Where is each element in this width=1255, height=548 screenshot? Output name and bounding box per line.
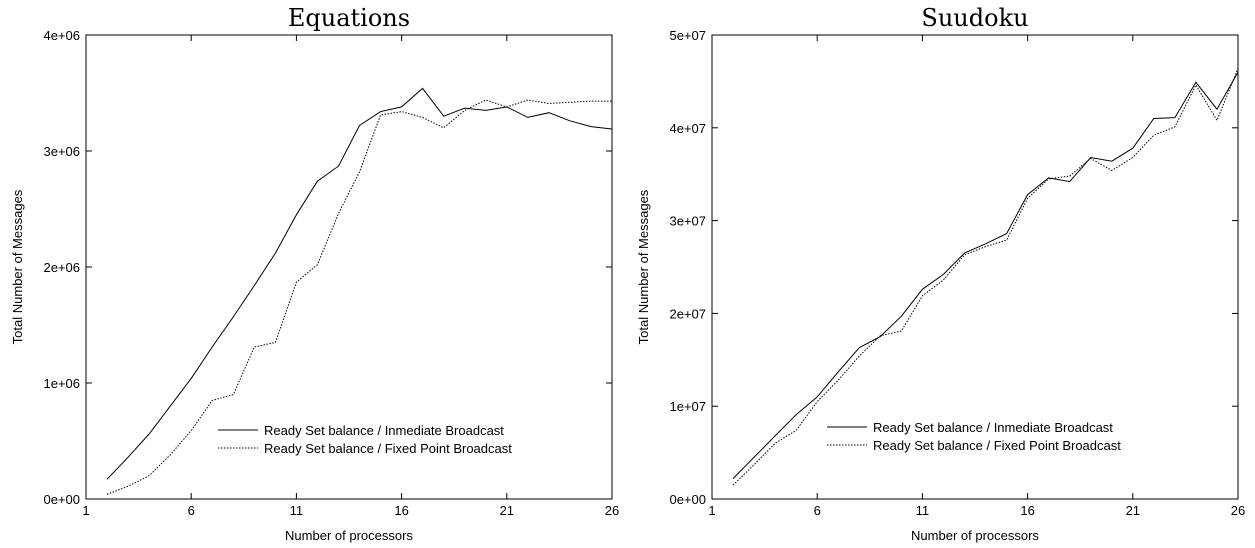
- legend-entry: Ready Set balance / Inmediate Broadcast: [873, 420, 1113, 435]
- y-tick-label: 0e+00: [43, 492, 80, 507]
- chart-title: Equations: [288, 4, 410, 32]
- legend-entry: Ready Set balance / Fixed Point Broadcas…: [264, 441, 512, 456]
- y-tick-label: 2e+07: [669, 306, 706, 321]
- x-tick-label: 21: [1126, 503, 1140, 518]
- y-tick-label: 4e+07: [669, 121, 706, 136]
- y-tick-label: 2e+06: [43, 260, 80, 275]
- x-tick-label: 26: [1231, 503, 1245, 518]
- x-tick-label: 6: [814, 503, 821, 518]
- y-axis-label: Total Number of Messages: [636, 189, 651, 344]
- legend: Ready Set balance / Inmediate Broadcast R…: [218, 423, 512, 456]
- legend-entry: Ready Set balance / Inmediate Broadcast: [264, 423, 504, 438]
- y-tick-label: 3e+07: [669, 214, 706, 229]
- series-line-fixed-point: [106, 99, 612, 495]
- plot-frame: [711, 34, 1239, 500]
- x-tick-label: 6: [188, 503, 195, 518]
- x-tick-label: 11: [290, 503, 304, 518]
- x-axis-label: Number of processors: [911, 528, 1039, 543]
- legend-entry: Ready Set balance / Fixed Point Broadcas…: [873, 438, 1121, 453]
- y-tick-label: 0e+00: [669, 492, 706, 507]
- x-tick-label: 1: [82, 503, 89, 518]
- chart-title: Suudoku: [921, 4, 1028, 32]
- series-line-inmediate: [106, 87, 613, 480]
- series-line-inmediate: [732, 71, 1239, 479]
- y-tick-label: 5e+07: [669, 28, 706, 43]
- x-tick-label: 16: [1020, 503, 1034, 518]
- y-axis-label: Total Number of Messages: [10, 189, 25, 344]
- x-tick-label: 16: [394, 503, 408, 518]
- x-tick-label: 11: [916, 503, 930, 518]
- legend: Ready Set balance / Inmediate Broadcast R…: [827, 420, 1121, 453]
- x-axis-label: Number of processors: [285, 528, 413, 543]
- y-tick-label: 1e+07: [669, 399, 706, 414]
- x-tick-label: 21: [500, 503, 514, 518]
- y-tick-label: 4e+06: [43, 28, 80, 43]
- y-tick-label: 1e+06: [43, 376, 80, 391]
- x-tick-label: 1: [708, 503, 715, 518]
- x-tick-label: 26: [605, 503, 619, 518]
- series-line-fixed-point: [732, 68, 1239, 486]
- y-tick-label: 3e+06: [43, 144, 80, 159]
